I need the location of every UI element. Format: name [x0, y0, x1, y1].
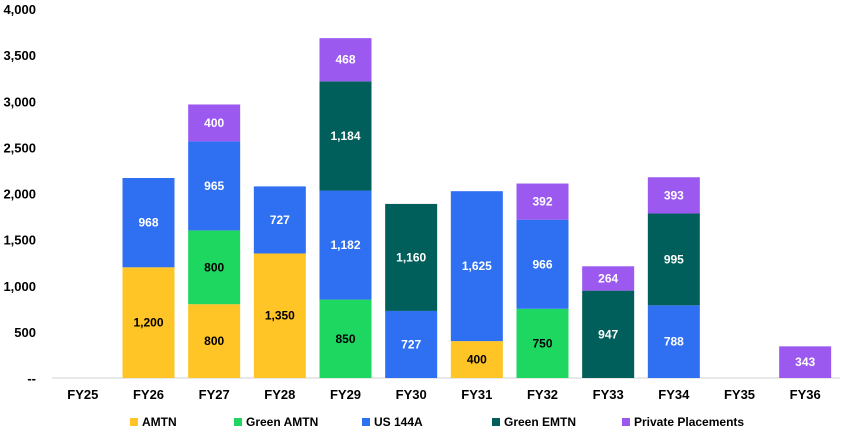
bar-segment: [319, 190, 372, 300]
data-label: 400: [467, 353, 487, 367]
data-label: 750: [532, 336, 552, 350]
x-tick-label: FY25: [67, 387, 98, 402]
x-tick-label: FY36: [790, 387, 821, 402]
y-tick-label: 1,000: [3, 279, 36, 294]
bar-segment: [647, 305, 700, 378]
bar-segment: [450, 191, 503, 342]
bar-segment: [319, 81, 372, 191]
y-tick-label: 3,500: [3, 48, 36, 63]
bar-segment: [647, 177, 700, 214]
legend-entry: Green EMTN: [504, 415, 576, 429]
data-label: 947: [598, 327, 618, 341]
y-tick-label: 2,000: [3, 187, 36, 202]
legend-entry: Private Placements: [634, 415, 744, 429]
bar-segment: [319, 299, 372, 378]
legend-swatch: [130, 418, 138, 426]
bar-segment: [516, 219, 569, 309]
legend-swatch: [622, 418, 630, 426]
data-label: 968: [138, 216, 158, 230]
data-label: 400: [204, 116, 224, 130]
bar-segment: [516, 308, 569, 378]
data-label: 995: [664, 252, 684, 266]
legend-swatch: [362, 418, 370, 426]
data-label: 966: [532, 257, 552, 271]
data-labels-group: 1,200 968 800 800 965 400 1,350 727 850 1,182 1,18…: [133, 53, 815, 369]
bar-segment: [188, 104, 241, 142]
x-tick-label: FY28: [264, 387, 295, 402]
bar-segment: [253, 186, 306, 254]
data-label: 850: [335, 332, 355, 346]
data-label: 1,200: [133, 316, 163, 330]
data-label: 264: [598, 271, 618, 285]
data-label: 1,182: [330, 238, 360, 252]
bar-segment: [188, 304, 241, 378]
x-tick-label: FY30: [396, 387, 427, 402]
data-label: 1,625: [462, 259, 492, 273]
data-label: 393: [664, 188, 684, 202]
y-tick-label: 2,500: [3, 140, 36, 155]
bar-segment: [385, 310, 438, 378]
bar-segment: [319, 38, 372, 82]
legend: AMTN Green AMTN US 144A Green EMTN Private P…: [130, 415, 744, 429]
bar-segment: [188, 141, 241, 231]
y-tick-label: 1,500: [3, 233, 36, 248]
x-tick-label: FY35: [724, 387, 755, 402]
x-tick-label: FY27: [199, 387, 230, 402]
x-tick-label: FY26: [133, 387, 164, 402]
x-tick-label: FY33: [593, 387, 624, 402]
bar-segment: [385, 203, 438, 311]
bar-segment: [253, 253, 306, 378]
y-axis: -- 500 1,000 1,500 2,000 2,500 3,000 3,500 4,000: [3, 2, 36, 386]
bars-group: [122, 38, 832, 378]
x-axis: FY25 FY26 FY27 FY28 FY29 FY30 FY31 FY32 FY33 FY34…: [67, 387, 820, 402]
data-label: 727: [401, 337, 421, 351]
bar-segment: [582, 266, 635, 291]
data-label: 800: [204, 334, 224, 348]
legend-entry: AMTN: [142, 415, 177, 429]
data-label: 965: [204, 179, 224, 193]
data-label: 392: [532, 195, 552, 209]
x-tick-label: FY34: [658, 387, 690, 402]
bar-segment: [122, 267, 175, 378]
legend-swatch: [234, 418, 242, 426]
data-label: 1,184: [330, 129, 360, 143]
legend-entry: Green AMTN: [246, 415, 318, 429]
x-tick-label: FY32: [527, 387, 558, 402]
data-label: 788: [664, 335, 684, 349]
bar-segment: [516, 183, 569, 220]
bar-segment: [582, 290, 635, 378]
legend-entry: US 144A: [374, 415, 423, 429]
bar-segment: [188, 230, 241, 305]
legend-swatch: [492, 418, 500, 426]
x-tick-label: FY31: [461, 387, 492, 402]
bar-segment: [647, 213, 700, 306]
y-tick-label: --: [27, 371, 36, 386]
y-tick-label: 500: [14, 325, 36, 340]
y-tick-label: 4,000: [3, 2, 36, 17]
x-tick-label: FY29: [330, 387, 361, 402]
data-label: 468: [335, 53, 355, 67]
bar-segment: [122, 178, 175, 268]
data-label: 1,350: [265, 309, 295, 323]
data-label: 1,160: [396, 250, 426, 264]
bar-segment: [450, 341, 503, 378]
data-label: 800: [204, 260, 224, 274]
data-label: 343: [795, 355, 815, 369]
bar-segment: [779, 346, 832, 378]
data-label: 727: [270, 213, 290, 227]
y-tick-label: 3,000: [3, 94, 36, 109]
